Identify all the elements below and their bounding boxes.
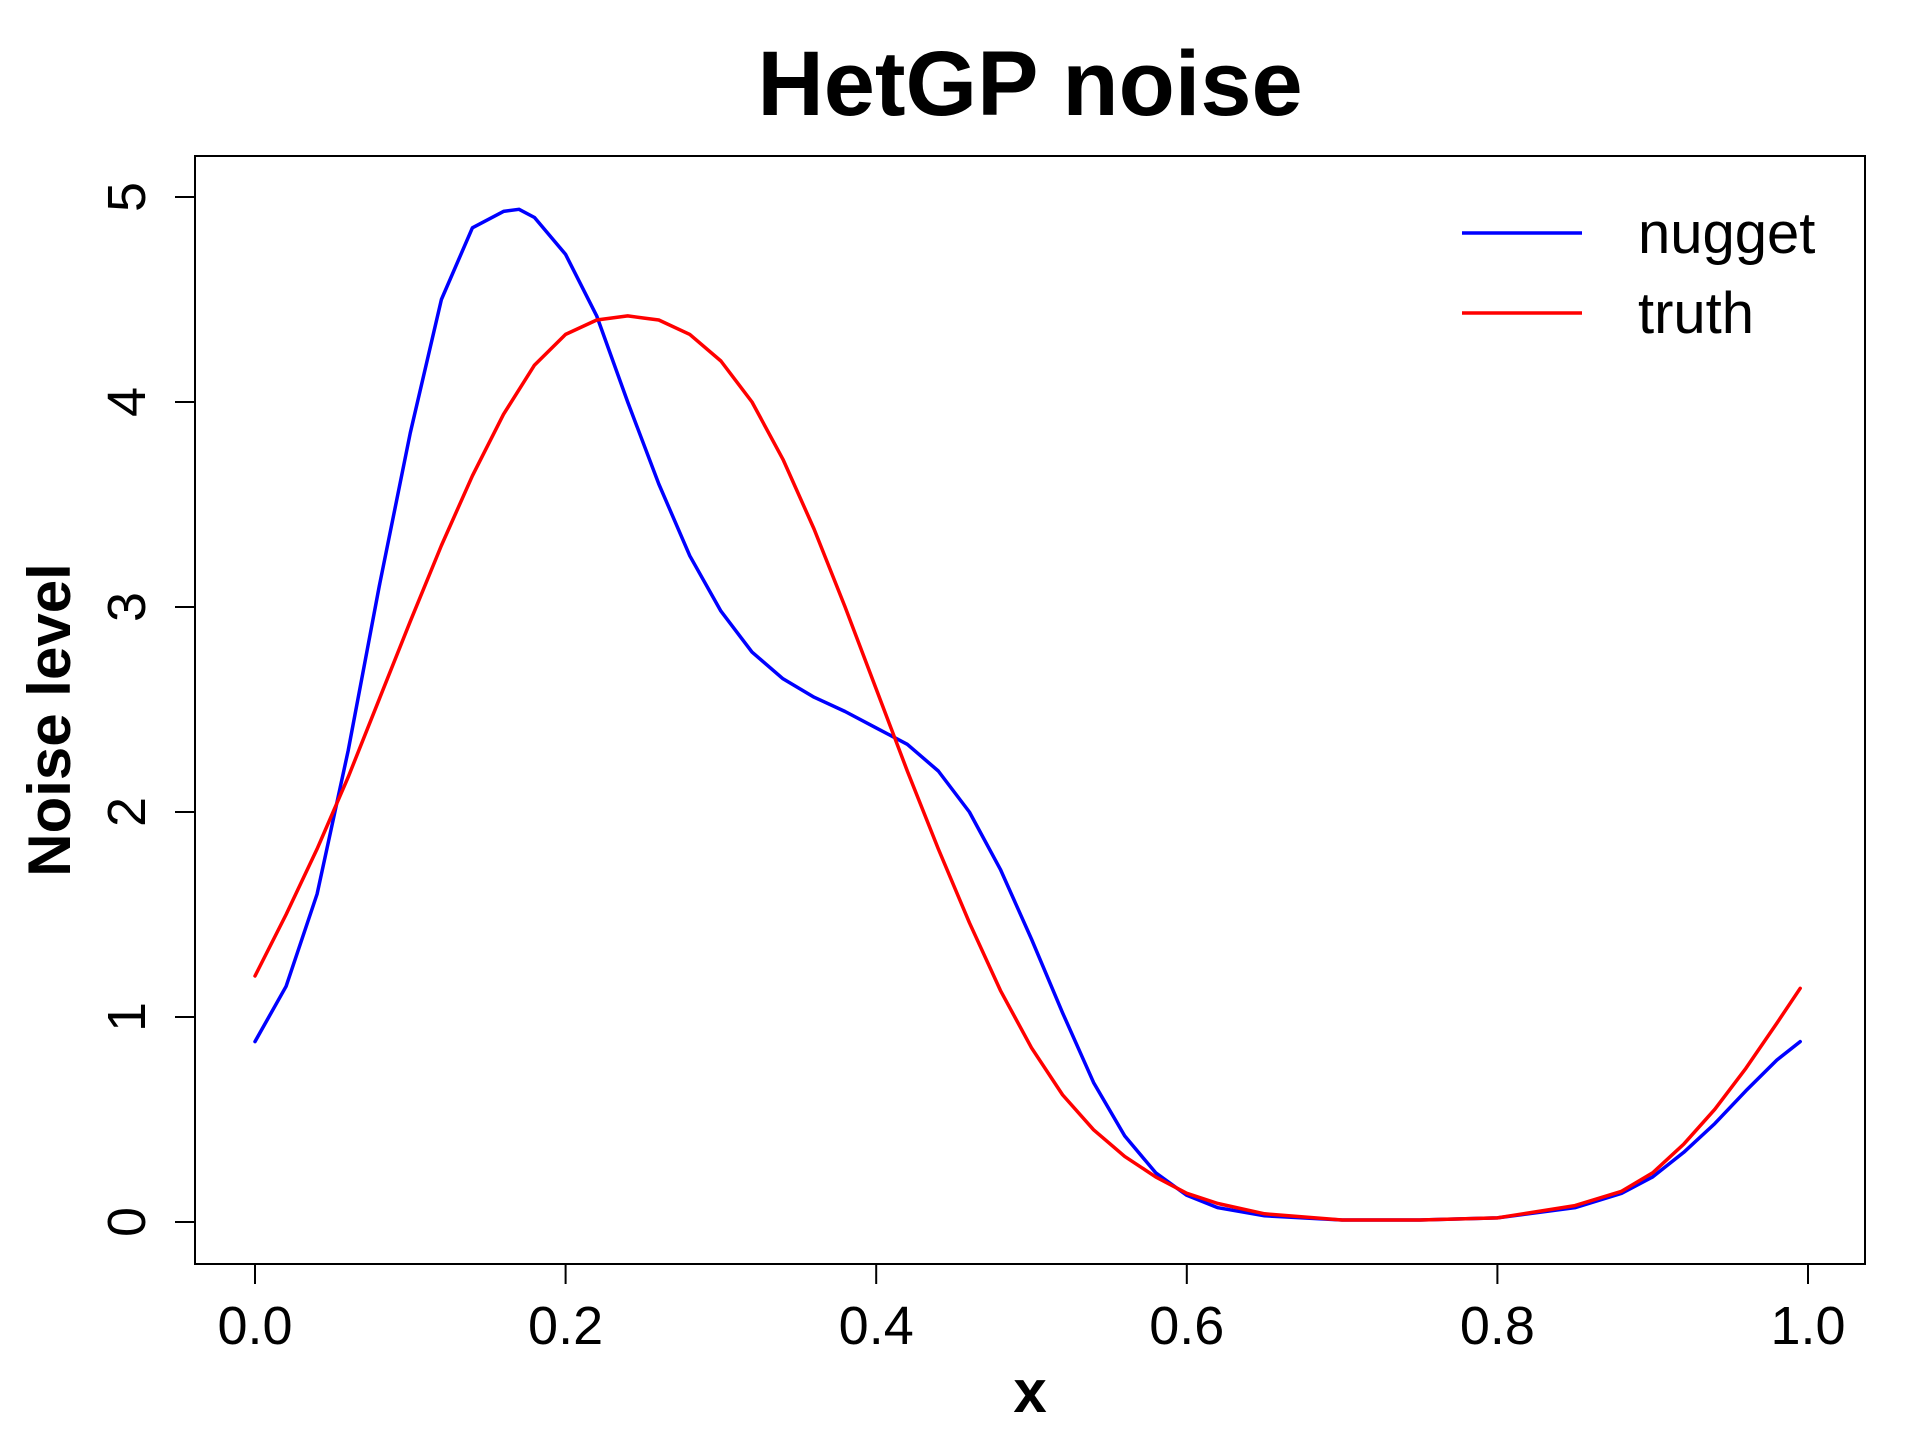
- y-tick-label: 3: [97, 592, 157, 622]
- y-tick-label: 2: [97, 797, 157, 827]
- series-line-truth: [253, 314, 1802, 1222]
- y-axis-label: Noise level: [16, 563, 83, 877]
- plot-frame: [194, 155, 1866, 1265]
- x-tick-label: 0.8: [1460, 1296, 1535, 1356]
- y-tick-label: 1: [97, 1002, 157, 1032]
- chart-title: HetGP noise: [757, 33, 1302, 135]
- x-axis-label: x: [1013, 1358, 1046, 1425]
- y-tick-label: 5: [97, 182, 157, 212]
- x-tick-label: 0.0: [217, 1296, 292, 1356]
- series-layer: [253, 207, 1802, 1222]
- x-tick-label: 1.0: [1770, 1296, 1845, 1356]
- y-tick-label: 0: [97, 1207, 157, 1237]
- series-line-nugget: [253, 207, 1802, 1222]
- legend: nugget truth: [1462, 201, 1815, 346]
- y-axis: 0 1 2 3 4 5: [97, 182, 196, 1237]
- x-axis: 0.0 0.2 0.4 0.6 0.8 1.0: [217, 1263, 1846, 1356]
- legend-label-truth: truth: [1638, 281, 1754, 346]
- y-tick-label: 4: [97, 387, 157, 417]
- x-tick-label: 0.2: [528, 1296, 603, 1356]
- x-tick-label: 0.4: [839, 1296, 914, 1356]
- legend-label-nugget: nugget: [1638, 201, 1815, 266]
- x-tick-label: 0.6: [1149, 1296, 1224, 1356]
